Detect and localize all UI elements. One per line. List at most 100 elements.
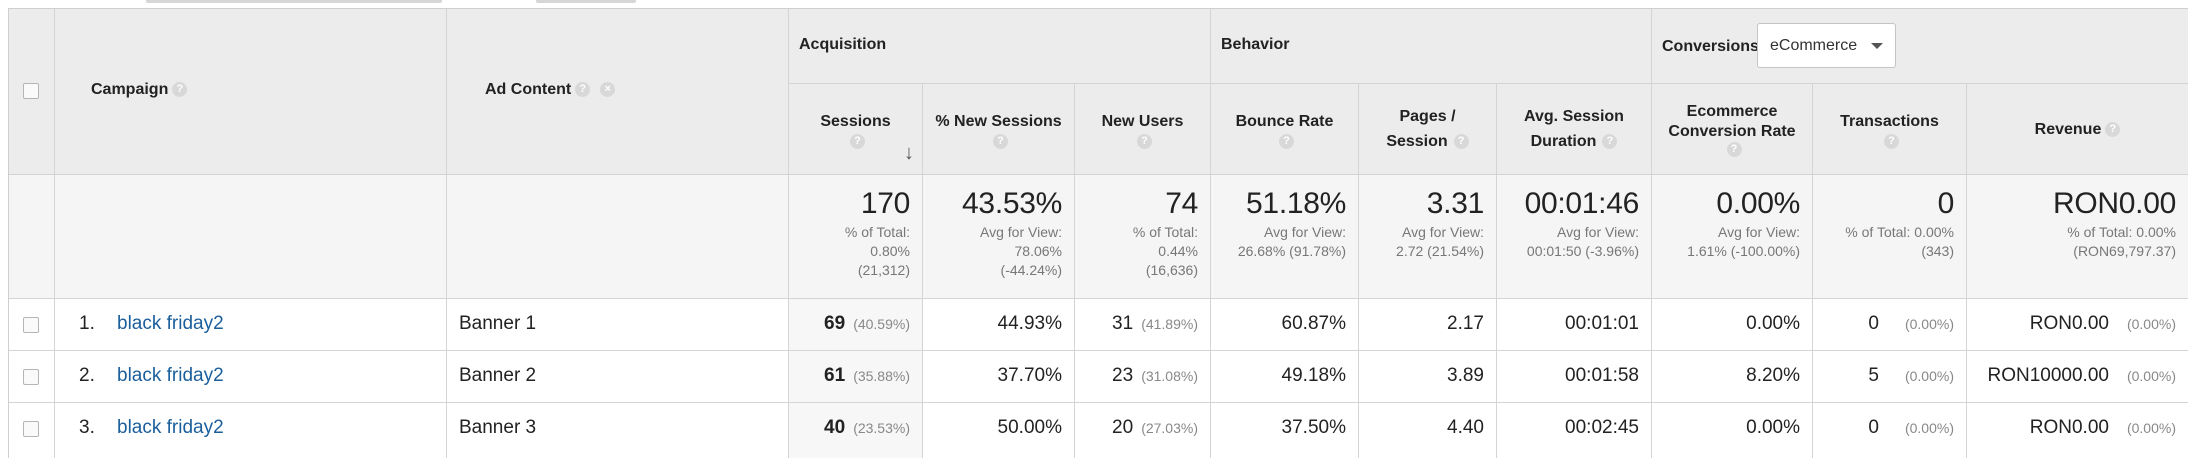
pages-session-value: 4.40: [1447, 417, 1484, 438]
header-campaign[interactable]: Campaign?: [55, 9, 447, 175]
new-users-value: 31: [1112, 313, 1134, 334]
sessions-cell: 61 (35.88%): [789, 351, 923, 403]
header-pages-session[interactable]: Pages / Session?: [1359, 84, 1497, 175]
bounce-rate-value: 60.87%: [1281, 313, 1346, 334]
header-ad-content-label: Ad Content: [485, 81, 572, 98]
help-icon[interactable]: ?: [172, 82, 188, 98]
summary-value: 00:01:46: [1524, 187, 1640, 220]
new-users-value: 20: [1112, 417, 1134, 438]
header-checkbox-cell: [9, 9, 55, 175]
sessions-cell: 40 (23.53%): [789, 403, 923, 458]
pages-session-cell: 3.89: [1359, 351, 1497, 403]
data-table: Campaign? Ad Content? × Acquisition Behav…: [8, 8, 2188, 458]
sessions-pct: (35.88%): [853, 368, 910, 384]
header-campaign-label: Campaign: [91, 81, 169, 98]
header-bounce-rate[interactable]: Bounce Rate?: [1211, 84, 1359, 175]
bounce-rate-cell: 37.50%: [1211, 403, 1359, 458]
help-icon[interactable]: ?: [1137, 134, 1152, 149]
summary-note: % of Total:: [1132, 224, 1198, 240]
help-icon[interactable]: ?: [993, 134, 1008, 149]
ad-content-cell: Banner 1: [447, 299, 789, 351]
summary-note: 0.44%: [1158, 243, 1198, 259]
header-pages-session-label-1: Pages /: [1399, 108, 1456, 125]
group-acquisition: Acquisition: [789, 9, 1211, 84]
row-checkbox[interactable]: [23, 369, 39, 385]
header-new-users[interactable]: New Users?: [1075, 84, 1211, 175]
summary-note: (21,312): [857, 262, 910, 278]
summary-note: Avg for View:: [1557, 224, 1639, 240]
sessions-pct: (23.53%): [853, 420, 910, 436]
transactions-value: 5: [1868, 365, 1879, 386]
remove-dimension-icon[interactable]: ×: [600, 82, 616, 98]
select-all-checkbox[interactable]: [23, 83, 39, 99]
revenue-value: RON10000.00: [1987, 365, 2109, 386]
summary-value: 74: [1165, 187, 1198, 220]
group-conversions-label: Conversions: [1662, 38, 1759, 55]
new-sessions-pct-value: 37.70%: [997, 365, 1062, 386]
summary-pages-session: 3.31 Avg for View: 2.72 (21.54%): [1359, 175, 1497, 299]
revenue-value: RON0.00: [2029, 313, 2109, 334]
campaign-cell: 2. black friday2: [55, 351, 447, 403]
header-bounce-rate-label: Bounce Rate: [1235, 113, 1334, 130]
summary-blank-cell: [447, 175, 789, 299]
new-sessions-pct-cell: 50.00%: [923, 403, 1075, 458]
summary-blank-cell: [9, 175, 55, 299]
summary-value: 3.31: [1426, 187, 1485, 220]
header-ad-content[interactable]: Ad Content? ×: [447, 9, 789, 175]
summary-value: 43.53%: [962, 187, 1062, 220]
summary-revenue: RON0.00 % of Total: 0.00% (RON69,797.37): [1967, 175, 2188, 299]
pages-session-value: 3.89: [1447, 365, 1484, 386]
campaign-link[interactable]: black friday2: [117, 365, 224, 386]
new-sessions-pct-cell: 37.70%: [923, 351, 1075, 403]
help-icon[interactable]: ?: [2105, 121, 2121, 137]
header-transactions-label: Transactions: [1840, 113, 1939, 130]
group-behavior: Behavior: [1211, 9, 1652, 84]
sessions-cell: 69 (40.59%): [789, 299, 923, 351]
header-pages-session-label-2: Session: [1386, 133, 1448, 150]
summary-note: % of Total:: [844, 224, 910, 240]
summary-note: Avg for View:: [980, 224, 1062, 240]
summary-transactions: 0 % of Total: 0.00% (343): [1813, 175, 1967, 299]
campaign-link[interactable]: black friday2: [117, 417, 224, 438]
bounce-rate-cell: 49.18%: [1211, 351, 1359, 403]
header-avg-session-duration[interactable]: Avg. Session Duration?: [1497, 84, 1652, 175]
top-control-stub: [536, 0, 636, 3]
header-transactions[interactable]: Transactions?: [1813, 84, 1967, 175]
transactions-pct: (0.00%): [1904, 316, 1954, 332]
transactions-value: 0: [1868, 417, 1879, 438]
conversions-type-select[interactable]: eCommerce: [1757, 23, 1896, 68]
transactions-value: 0: [1868, 313, 1879, 334]
sort-descending-icon[interactable]: ↓: [904, 142, 914, 164]
ecom-rate-cell: 0.00%: [1652, 403, 1813, 458]
summary-note: 78.06%: [1014, 243, 1062, 259]
help-icon[interactable]: ?: [575, 82, 591, 98]
row-checkbox[interactable]: [23, 317, 39, 333]
new-users-cell: 23 (31.08%): [1075, 351, 1211, 403]
summary-blank-cell: [55, 175, 447, 299]
header-new-sessions-pct[interactable]: % New Sessions?: [923, 84, 1075, 175]
header-revenue[interactable]: Revenue?: [1967, 84, 2188, 175]
help-icon[interactable]: ?: [1602, 134, 1618, 149]
help-icon[interactable]: ?: [1453, 134, 1469, 149]
help-icon[interactable]: ?: [1279, 134, 1294, 149]
summary-note: (RON69,797.37): [2073, 243, 2176, 259]
ecom-rate-cell: 8.20%: [1652, 351, 1813, 403]
help-icon[interactable]: ?: [850, 134, 865, 149]
avg-duration-value: 00:01:01: [1565, 313, 1639, 334]
summary-bounce-rate: 51.18% Avg for View: 26.68% (91.78%): [1211, 175, 1359, 299]
header-sessions[interactable]: Sessions? ↓: [789, 84, 923, 175]
header-ecommerce-conversion-rate[interactable]: Ecommerce Conversion Rate?: [1652, 84, 1813, 175]
summary-note: 1.61% (-100.00%): [1687, 243, 1800, 259]
new-users-pct: (41.89%): [1141, 316, 1198, 332]
help-icon[interactable]: ?: [1726, 141, 1742, 157]
row-checkbox[interactable]: [23, 421, 39, 437]
summary-new-users: 74 % of Total: 0.44% (16,636): [1075, 175, 1211, 299]
help-icon[interactable]: ?: [1884, 134, 1899, 149]
campaign-link[interactable]: black friday2: [117, 313, 224, 334]
summary-note: % of Total: 0.00%: [1845, 224, 1954, 240]
summary-note: (16,636): [1145, 262, 1198, 278]
table-row: [9, 299, 55, 351]
bounce-rate-cell: 60.87%: [1211, 299, 1359, 351]
pages-session-cell: 2.17: [1359, 299, 1497, 351]
revenue-cell: RON0.00 (0.00%): [1967, 403, 2188, 458]
